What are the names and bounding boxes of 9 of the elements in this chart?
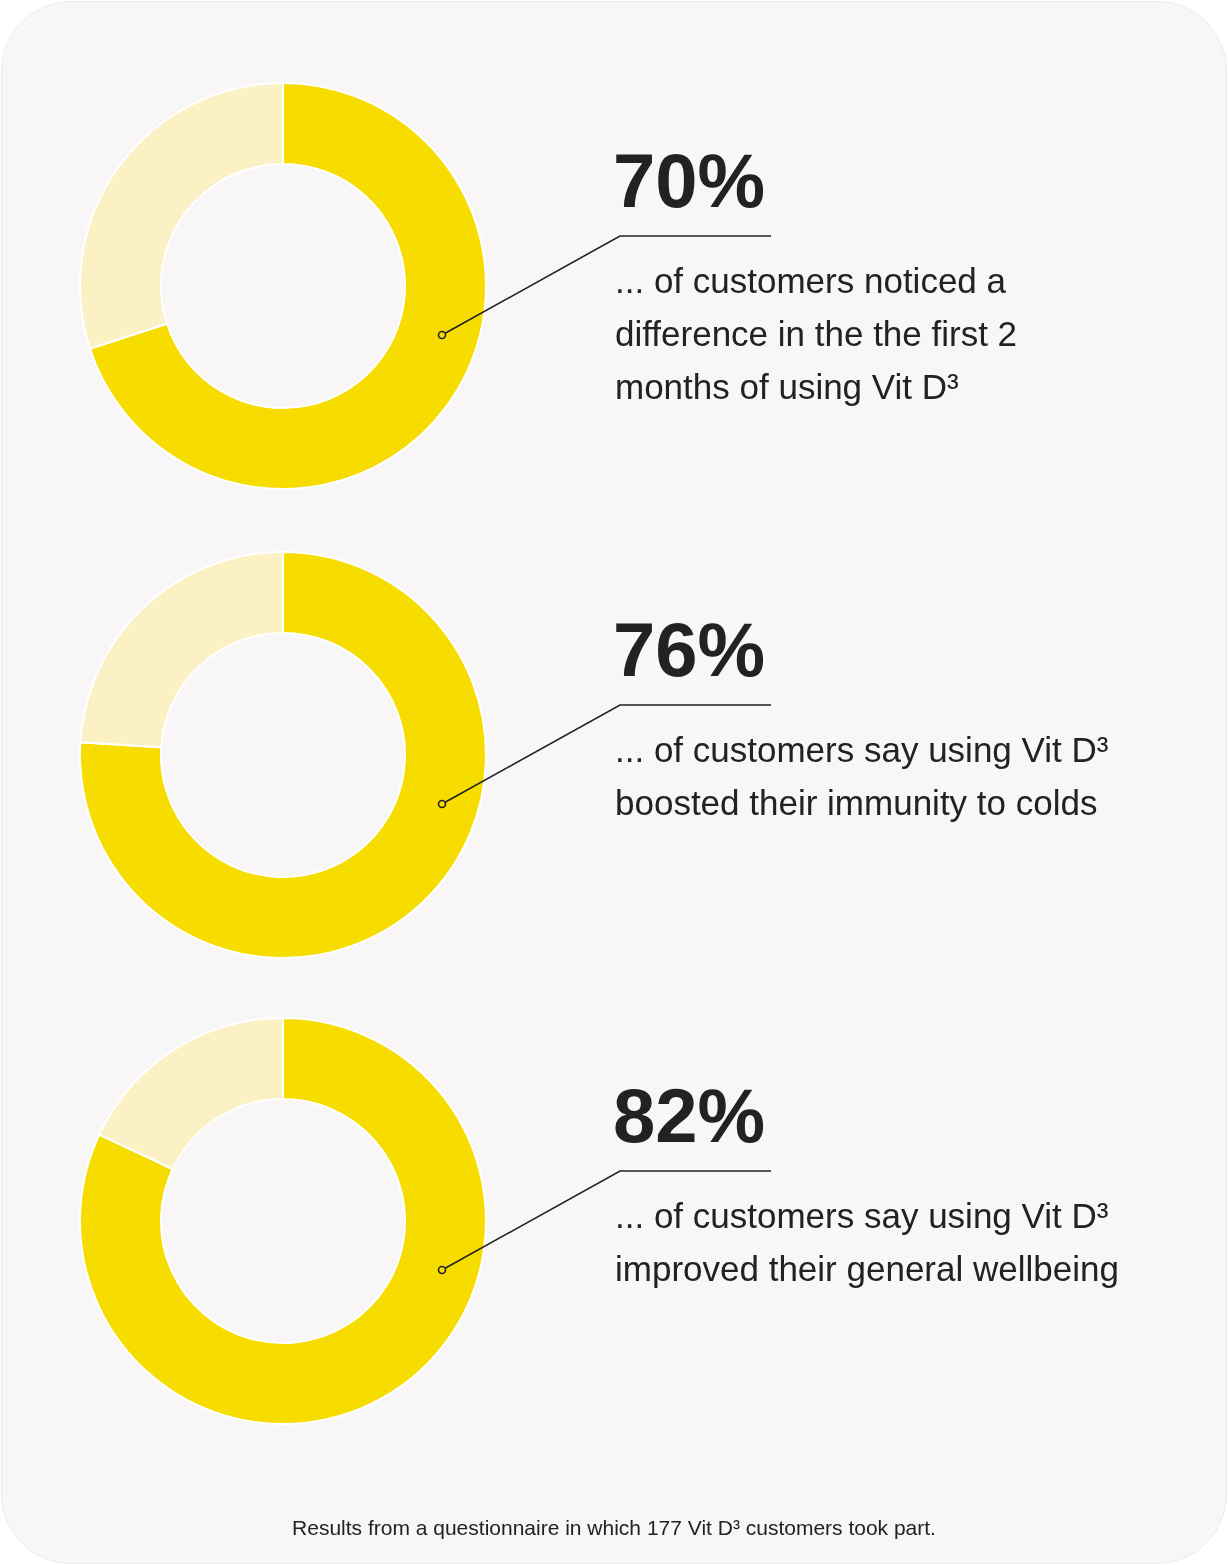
text: 82%	[613, 1072, 766, 1160]
text: 76%	[613, 606, 766, 694]
text: Results from a questionnaire in which 177 Vit D³ customers took part.	[291, 1516, 937, 1540]
donut-slice	[79, 551, 487, 959]
text: ... of customers noticed a difference in the the first 2 months of using Vit D³	[615, 260, 1019, 408]
donut-slice	[79, 1017, 487, 1425]
text: 70%	[613, 137, 766, 225]
text: ... of customers say using Vit D³ boosted their immunity to colds	[615, 729, 1110, 824]
text: ... of customers say using Vit D³ improved their general wellbeing	[615, 1195, 1120, 1290]
